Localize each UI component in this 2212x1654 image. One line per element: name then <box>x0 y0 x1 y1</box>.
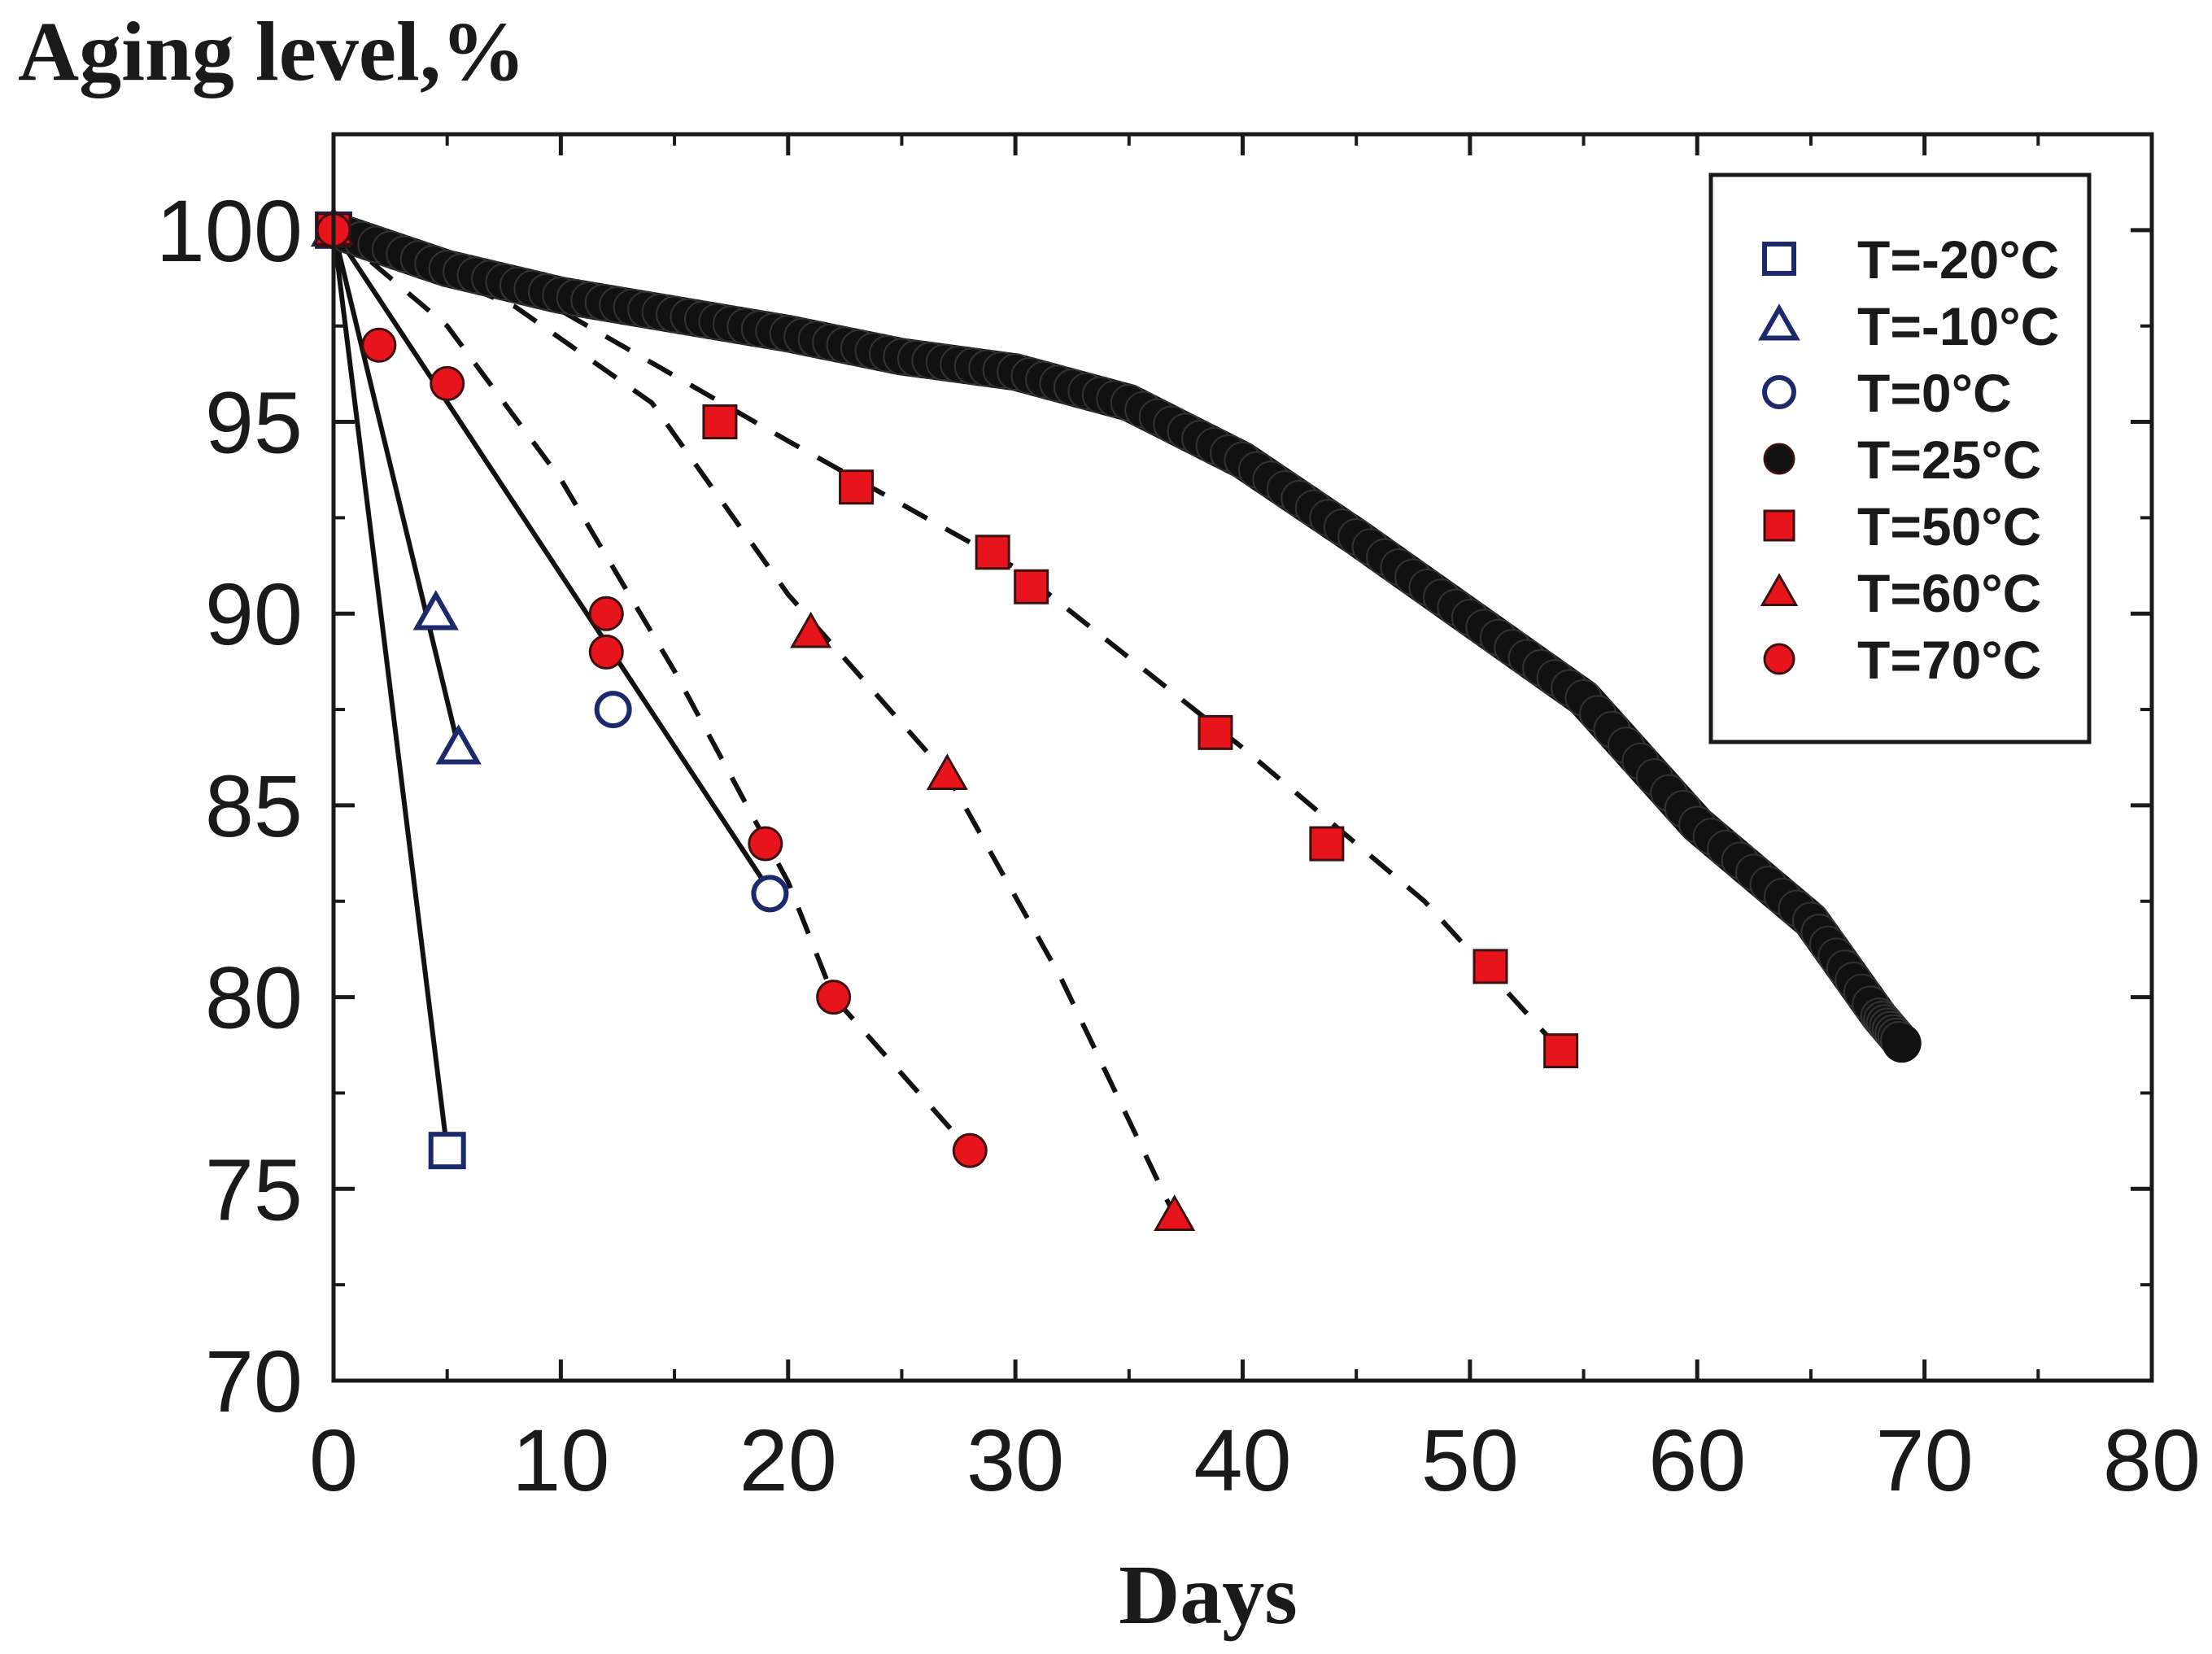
fit-lines <box>331 227 1563 1217</box>
legend-marker <box>1762 242 1796 276</box>
axis-ticks: 0 10 20 30 40 50 60 70 80 70 75 80 85 90 95 100 <box>156 133 2201 1509</box>
y-tick-label: 75 <box>205 1140 303 1238</box>
legend-label: T=50°C <box>1857 496 2041 556</box>
fit-line-series-1 <box>331 229 461 748</box>
data-point-series-5 <box>790 611 832 648</box>
fit-line-series-2 <box>331 229 779 903</box>
legend-marker <box>1758 303 1800 341</box>
x-tick-label: 10 <box>512 1411 609 1509</box>
y-tick-label: 80 <box>205 949 303 1047</box>
data-point-series-2 <box>594 691 632 729</box>
legend-marker <box>1760 573 1799 607</box>
data-point-series-4 <box>1472 949 1508 984</box>
x-tick-label: 40 <box>1193 1411 1291 1509</box>
legend-label: T=70°C <box>1857 630 2041 690</box>
data-point-series-6 <box>588 634 624 670</box>
legend-marker <box>1762 375 1796 409</box>
x-tick-label: 60 <box>1648 1411 1746 1509</box>
data-point-series-4 <box>1198 714 1233 750</box>
data-point-series-6 <box>816 980 852 1015</box>
legend-marker <box>1763 509 1795 542</box>
legend: T=-20°CT=-10°C T=0°C T=25°CT=50°C T=60°C T=7… <box>1708 172 2092 744</box>
x-tick-label: 50 <box>1421 1411 1519 1509</box>
data-point-series-4 <box>702 404 738 440</box>
series-25c-curve <box>315 211 1921 1063</box>
data-point-series-6 <box>361 327 397 363</box>
y-tick-label: 100 <box>156 181 303 280</box>
plot-frame <box>331 132 2154 1383</box>
data-points <box>310 206 1922 1232</box>
data-point-series-5 <box>1154 1194 1196 1232</box>
x-tick-label: 20 <box>740 1411 837 1509</box>
fit-line-series-4 <box>332 227 1563 1053</box>
legend-label: T=60°C <box>1857 563 2041 623</box>
data-point-series-0 <box>428 1132 466 1170</box>
x-axis-label: Days <box>1119 1548 1298 1642</box>
legend-label: T=-20°C <box>1857 229 2059 290</box>
y-tick-label: 90 <box>205 565 303 663</box>
x-tick-label: 70 <box>1876 1411 1974 1509</box>
legend-label: T=-10°C <box>1857 296 2059 356</box>
y-axis-label: Aging level,% <box>18 5 526 98</box>
x-tick-label: 80 <box>2103 1411 2201 1509</box>
legend-label: T=25°C <box>1857 430 2041 490</box>
data-point-series-4 <box>1543 1033 1579 1069</box>
fit-line-series-5 <box>332 228 1177 1217</box>
data-point-series-6 <box>430 365 465 401</box>
data-point-series-5 <box>926 753 968 790</box>
data-point-series-1 <box>412 590 459 631</box>
fit-line-series-6 <box>332 228 972 1153</box>
x-tick-label: 0 <box>309 1411 358 1509</box>
y-tick-label: 95 <box>205 373 303 472</box>
data-point-series-4 <box>1309 826 1345 862</box>
data-point-series-1 <box>435 724 482 765</box>
x-tick-label: 30 <box>966 1411 1064 1509</box>
y-tick-label: 70 <box>205 1332 303 1430</box>
data-point-series-4 <box>839 469 875 505</box>
legend-marker <box>1763 643 1795 675</box>
data-point-series-2 <box>751 875 789 913</box>
series-25c-point <box>1882 1023 1922 1063</box>
legend-marker <box>1763 443 1795 475</box>
fit-line-series-0 <box>331 229 450 1151</box>
data-point-series-4 <box>1014 569 1049 604</box>
data-point-series-4 <box>975 535 1010 570</box>
data-point-series-6 <box>748 826 783 862</box>
data-point-series-6 <box>588 596 624 631</box>
legend-label: T=0°C <box>1857 363 2012 423</box>
y-tick-label: 85 <box>205 757 303 855</box>
data-point-series-6 <box>952 1132 988 1168</box>
